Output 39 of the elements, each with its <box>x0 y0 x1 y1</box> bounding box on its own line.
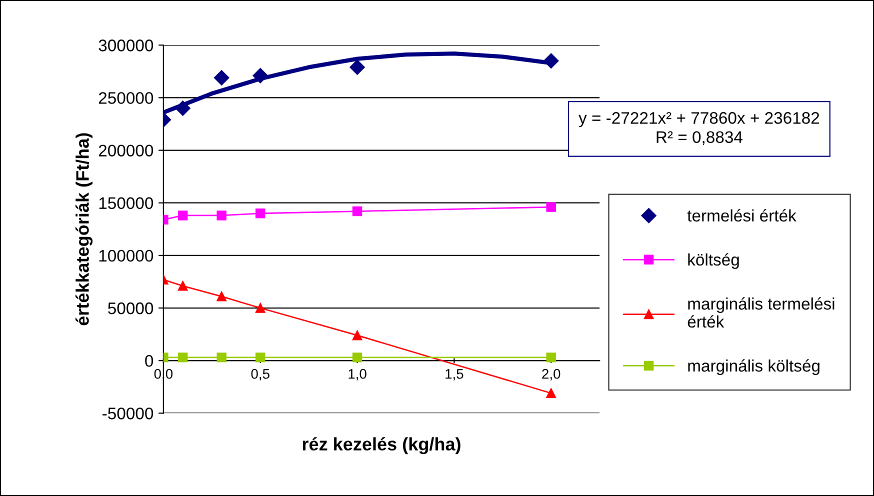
point <box>352 352 362 362</box>
x-axis-title: réz kezelés (kg/ha) <box>302 437 460 454</box>
y-tick-label: 50000 <box>108 302 154 314</box>
point <box>252 68 268 84</box>
y-axis-title: értékkategóriák (Ft/ha) <box>75 133 93 326</box>
y-tick-label: 150000 <box>99 197 154 210</box>
legend-label: marginális költség <box>688 359 820 376</box>
point <box>352 330 362 340</box>
point <box>178 281 188 291</box>
x-tick-label: 0,5 <box>251 368 270 380</box>
legend-label: költség <box>688 253 739 269</box>
point <box>216 292 226 302</box>
y-tick-label: 200000 <box>98 144 154 156</box>
point <box>216 210 226 220</box>
point <box>178 352 188 362</box>
point <box>546 202 556 212</box>
point <box>255 303 266 313</box>
point <box>352 206 362 216</box>
point <box>178 210 188 220</box>
point <box>255 352 266 362</box>
annotation: y = -27221x² + 77860x + 236182 R² = 0,8834 <box>578 112 820 145</box>
y-tick-label: 0 <box>145 354 154 367</box>
point <box>214 70 230 86</box>
point <box>546 388 556 398</box>
point <box>255 208 266 218</box>
y-tick-label: 250000 <box>98 92 154 104</box>
legend-label: termelési érték <box>687 209 796 222</box>
x-tick-label: 1,0 <box>348 368 366 380</box>
x-tick-label: 1,5 <box>446 369 464 380</box>
y-tick-label: -50000 <box>102 408 154 420</box>
point <box>544 53 559 68</box>
point <box>546 352 556 362</box>
y-tick-label: 100000 <box>99 250 154 262</box>
point <box>175 100 190 116</box>
x-tick-label: 2,0 <box>542 368 560 380</box>
legend-label: marginális termelési érték <box>688 297 834 328</box>
point <box>350 60 365 75</box>
y-tick-label: 300000 <box>98 40 154 52</box>
point <box>216 352 226 362</box>
